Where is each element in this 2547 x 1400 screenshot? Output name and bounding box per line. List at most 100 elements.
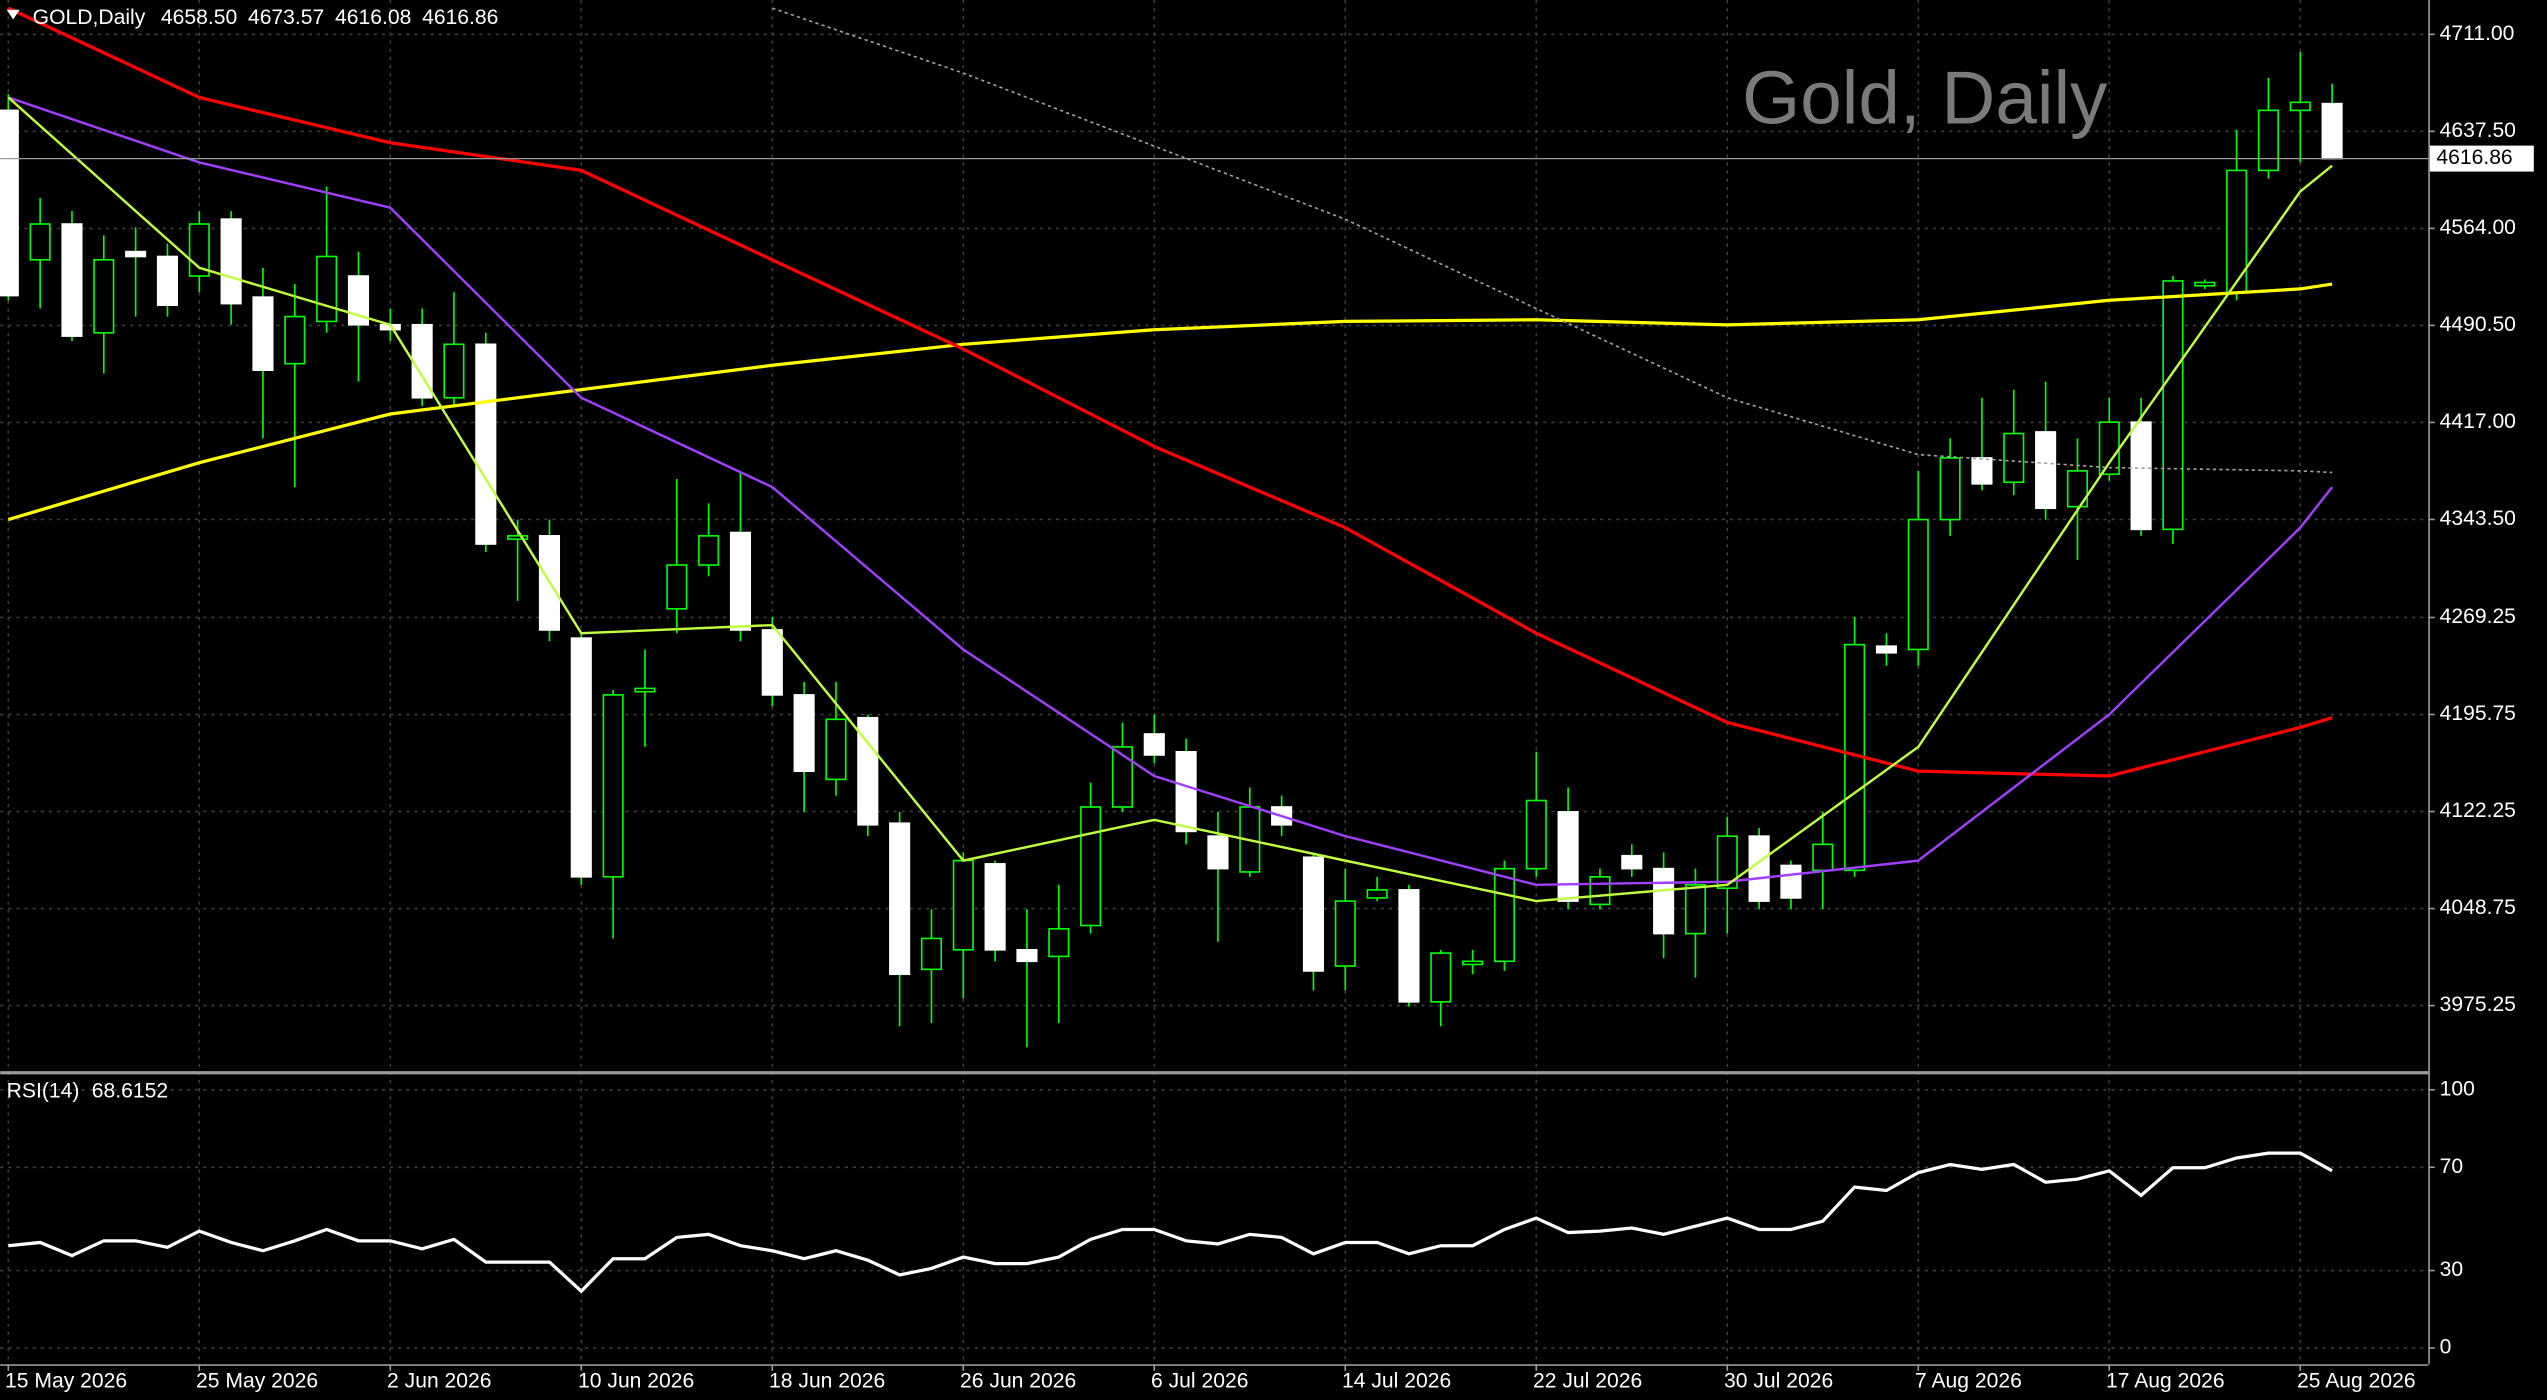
candle-body (952, 859, 974, 951)
x-tick-label: 30 Jul 2026 (1724, 1370, 1833, 1393)
candle-body (1430, 952, 1452, 1003)
watermark: Gold, Daily (1742, 56, 2108, 140)
candle-body (2003, 432, 2025, 484)
candle-body (570, 637, 592, 878)
x-tick-label: 25 Aug 2026 (2297, 1370, 2416, 1393)
candle-body (2257, 109, 2279, 172)
candle-body (1971, 457, 1993, 485)
close-value: 4616.86 (422, 5, 498, 28)
candle-body (29, 223, 51, 261)
menu-triangle[interactable] (6, 9, 20, 20)
y-tick-label: 4417.00 (2440, 410, 2516, 433)
candle-body (2321, 102, 2343, 160)
candle-body (1366, 889, 1388, 899)
y-tick-label: 4195.75 (2440, 702, 2516, 725)
candle-body (1493, 867, 1516, 963)
candle-body (2035, 431, 2057, 510)
rsi-tick-label: 0 (2440, 1336, 2452, 1359)
candle-body (1462, 960, 1484, 966)
high-value: 4673.57 (248, 5, 324, 28)
candle-body (729, 531, 752, 631)
candle-body (602, 694, 624, 878)
candle-body (1334, 900, 1356, 967)
y-tick-label: 4711.00 (2440, 22, 2515, 45)
y-tick-label: 4564.00 (2440, 216, 2516, 239)
candle-body (1780, 864, 1802, 899)
candle-body (1111, 746, 1134, 808)
rsi-header: RSI(14) 68.6152 (7, 1079, 168, 1102)
candle-body (2066, 470, 2089, 508)
candle-body (507, 535, 529, 540)
x-tick-label: 25 May 2026 (196, 1370, 318, 1393)
candle-body (61, 223, 83, 337)
candle-body (793, 694, 815, 773)
candle-body (347, 275, 370, 326)
candle-body (1621, 854, 1643, 870)
symbol: GOLD,Daily (33, 5, 146, 28)
candle-body (889, 822, 911, 976)
candle-body (1143, 733, 1165, 756)
y-tick-label: 4343.50 (2440, 507, 2516, 530)
x-tick-label: 10 Jun 2026 (578, 1370, 694, 1393)
candle-body (316, 255, 338, 323)
candle-body (1939, 457, 1961, 521)
candle-body (1302, 856, 1325, 972)
candle-body (1907, 518, 1929, 651)
candle-body (443, 343, 465, 399)
rsi-tick-label: 30 (2440, 1258, 2463, 1281)
candle-body (0, 109, 19, 297)
ma-line (7, 282, 2333, 522)
x-tick-label: 17 Aug 2026 (2106, 1370, 2225, 1393)
candle-body (93, 258, 115, 334)
candle-body (2289, 101, 2311, 112)
x-tick-label: 15 May 2026 (5, 1370, 127, 1393)
candle-body (1653, 867, 1675, 935)
open-value: 4658.50 (161, 5, 237, 28)
y-tick-label: 3975.25 (2440, 993, 2516, 1016)
x-tick-label: 2 Jun 2026 (387, 1370, 491, 1393)
candle-body (698, 535, 720, 566)
candle-body (634, 687, 656, 693)
candle-body (252, 296, 274, 371)
candle-body (1525, 799, 1547, 870)
symbol-header: GOLD,Daily 4658.50 4673.57 4616.08 4616.… (33, 5, 499, 28)
candle-body (1048, 928, 1070, 958)
candle-body (1716, 835, 1738, 889)
plot (0, 6, 2429, 1048)
x-tick-label: 7 Aug 2026 (1915, 1370, 2022, 1393)
candle-body (2194, 281, 2216, 287)
rsi-value: 68.6152 (92, 1079, 168, 1102)
candle-body (1080, 806, 1102, 927)
candle-body (1207, 835, 1229, 870)
x-tick-label: 26 Jun 2026 (960, 1370, 1076, 1393)
y-tick-label: 4048.75 (2440, 896, 2516, 919)
candle-body (1812, 843, 1834, 872)
y-tick-label: 4269.25 (2440, 605, 2516, 628)
x-tick-label: 22 Jul 2026 (1533, 1370, 1642, 1393)
x-tick-label: 18 Jun 2026 (769, 1370, 885, 1393)
candle-body (284, 315, 306, 365)
candle-body (984, 863, 1006, 951)
candle-body (825, 718, 847, 781)
candle-body (1557, 811, 1579, 902)
y-tick-label: 4122.25 (2440, 799, 2516, 822)
rsi-line (8, 1151, 2333, 1294)
candle-body (2130, 421, 2152, 531)
last-price-label: 4616.86 (2436, 146, 2512, 169)
candle-body (1016, 949, 1038, 963)
ma-line (7, 6, 2333, 778)
y-tick-label: 4637.50 (2440, 119, 2516, 142)
candle-body (1748, 835, 1770, 902)
rsi-tick-label: 100 (2440, 1077, 2475, 1100)
candle-body (125, 250, 147, 258)
candle-body (2162, 280, 2184, 531)
rsi-title: RSI(14) (7, 1079, 80, 1102)
last-price-box (2429, 145, 2534, 172)
y-tick-label: 4490.50 (2440, 313, 2516, 336)
candle-body (1589, 876, 1611, 906)
candle-body (761, 629, 783, 696)
candle-body (1875, 645, 1898, 654)
x-tick-label: 6 Jul 2026 (1151, 1370, 1248, 1393)
